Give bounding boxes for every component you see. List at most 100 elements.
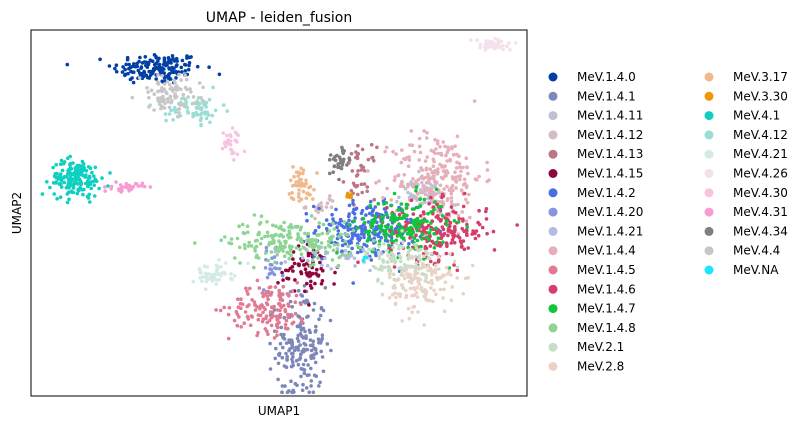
point	[461, 165, 465, 170]
point	[324, 227, 329, 231]
point	[317, 206, 321, 211]
point	[280, 384, 285, 388]
point	[332, 164, 337, 168]
point	[449, 241, 454, 245]
point	[433, 138, 437, 142]
point	[287, 192, 292, 196]
point	[290, 226, 294, 230]
point	[229, 147, 233, 152]
point	[429, 176, 434, 181]
point	[324, 218, 329, 222]
point	[388, 271, 392, 276]
point	[447, 188, 452, 192]
point	[149, 69, 153, 74]
point	[282, 315, 287, 320]
point	[450, 146, 454, 151]
point	[409, 281, 414, 285]
point	[249, 314, 254, 318]
point	[309, 354, 313, 358]
point	[485, 160, 489, 165]
point	[185, 105, 190, 110]
point	[390, 251, 394, 255]
point	[369, 258, 374, 262]
point	[283, 254, 287, 258]
point	[309, 379, 314, 383]
point	[60, 168, 65, 173]
point	[71, 183, 75, 187]
point	[267, 318, 272, 323]
point	[58, 162, 63, 166]
point	[426, 172, 430, 176]
point	[299, 293, 303, 297]
legend-item: MeV.1.4.21	[548, 224, 643, 238]
legend-label: MeV.1.4.7	[577, 302, 636, 316]
point	[76, 187, 81, 192]
point	[409, 192, 413, 197]
point	[147, 60, 151, 65]
point	[392, 257, 397, 262]
point	[290, 289, 295, 293]
point	[400, 245, 405, 249]
point	[468, 215, 472, 220]
point	[278, 295, 283, 300]
point	[388, 268, 393, 273]
point	[335, 225, 339, 229]
point	[207, 65, 211, 69]
point	[374, 211, 379, 216]
point	[423, 200, 427, 204]
point	[232, 274, 237, 278]
plot-frame	[30, 29, 528, 397]
point	[420, 181, 424, 185]
point	[242, 149, 247, 154]
legend-label: MeV.4.26	[733, 167, 788, 181]
point	[400, 229, 404, 233]
point	[393, 175, 397, 179]
point	[162, 58, 167, 62]
point	[314, 324, 318, 329]
point	[497, 41, 501, 45]
point	[413, 224, 417, 228]
point	[217, 258, 221, 262]
point	[272, 308, 277, 312]
point	[412, 236, 416, 240]
point	[373, 205, 378, 209]
point	[311, 262, 316, 267]
point	[286, 326, 290, 331]
point	[351, 228, 356, 233]
point	[412, 149, 417, 154]
point	[363, 250, 368, 254]
point	[422, 254, 426, 258]
point	[295, 383, 299, 388]
point	[124, 185, 129, 189]
point	[277, 352, 281, 357]
point	[404, 293, 409, 298]
point	[304, 334, 308, 338]
point	[462, 247, 467, 251]
point	[158, 88, 163, 93]
point	[426, 211, 430, 216]
legend-label: MeV.1.4.15	[577, 167, 643, 181]
point	[223, 235, 227, 239]
point	[137, 76, 142, 80]
point	[440, 274, 445, 279]
point	[316, 256, 320, 260]
point	[248, 323, 253, 328]
legend-item: MeV.1.4.0	[548, 70, 636, 84]
point	[485, 43, 489, 47]
point	[460, 210, 465, 214]
series-MeV.3.30	[345, 191, 354, 200]
point	[349, 188, 354, 193]
point	[420, 232, 425, 236]
point	[304, 178, 308, 183]
point	[431, 241, 436, 245]
point	[320, 257, 324, 261]
point	[214, 263, 219, 268]
point	[361, 258, 366, 263]
point	[428, 167, 433, 171]
legend-label: MeV.3.30	[733, 89, 788, 103]
point	[75, 191, 79, 196]
point	[358, 236, 363, 240]
point	[417, 169, 421, 174]
point	[457, 236, 462, 240]
point	[347, 203, 352, 208]
